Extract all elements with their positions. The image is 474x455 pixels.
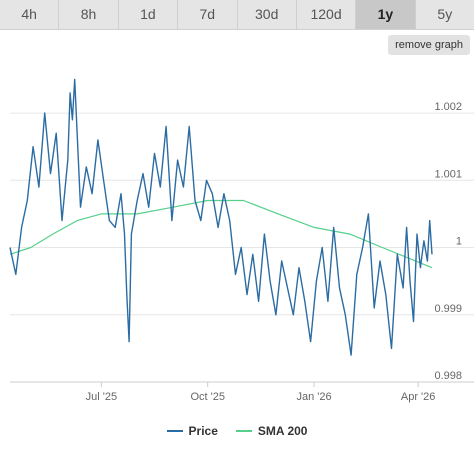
tab-30d[interactable]: 30d: [238, 0, 297, 29]
price-chart: Jul '25 Oct '25 Jan '26 Apr '26 0.998 0.999 1…: [0, 56, 474, 416]
x-tick-label: Oct '25: [190, 391, 225, 403]
chart-legend: Price SMA 200: [0, 421, 474, 441]
series-line-price: [10, 79, 432, 355]
y-tick-label: 1.002: [434, 101, 462, 113]
y-tick-label: 1.001: [434, 168, 462, 180]
tab-1d[interactable]: 1d: [119, 0, 178, 29]
legend-item-sma[interactable]: SMA 200: [236, 424, 308, 438]
tab-5y[interactable]: 5y: [416, 0, 474, 29]
y-tick-label: 0.999: [434, 303, 462, 315]
series-lines: [10, 79, 432, 355]
tab-120d[interactable]: 120d: [297, 0, 356, 29]
tab-4h[interactable]: 4h: [0, 0, 59, 29]
legend-item-price[interactable]: Price: [167, 424, 218, 438]
legend-label-price: Price: [189, 424, 218, 438]
remove-graph-button[interactable]: remove graph: [388, 35, 470, 55]
legend-swatch-price: [167, 430, 183, 432]
y-tick-label: 0.998: [434, 370, 462, 382]
y-axis-labels: 0.998 0.999 1 1.001 1.002: [434, 101, 462, 382]
legend-label-sma: SMA 200: [258, 424, 308, 438]
x-tick-label: Jan '26: [297, 391, 332, 403]
tab-7d[interactable]: 7d: [178, 0, 237, 29]
y-tick-label: 1: [456, 236, 462, 248]
x-tick-label: Apr '26: [401, 391, 436, 403]
legend-swatch-sma: [236, 430, 252, 432]
timeframe-tabs: 4h 8h 1d 7d 30d 120d 1y 5y: [0, 0, 474, 30]
grid-lines: [10, 113, 474, 382]
x-axis: Jul '25 Oct '25 Jan '26 Apr '26: [10, 382, 474, 403]
x-tick-label: Jul '25: [86, 391, 117, 403]
tab-1y[interactable]: 1y: [356, 0, 415, 29]
tab-8h[interactable]: 8h: [59, 0, 118, 29]
